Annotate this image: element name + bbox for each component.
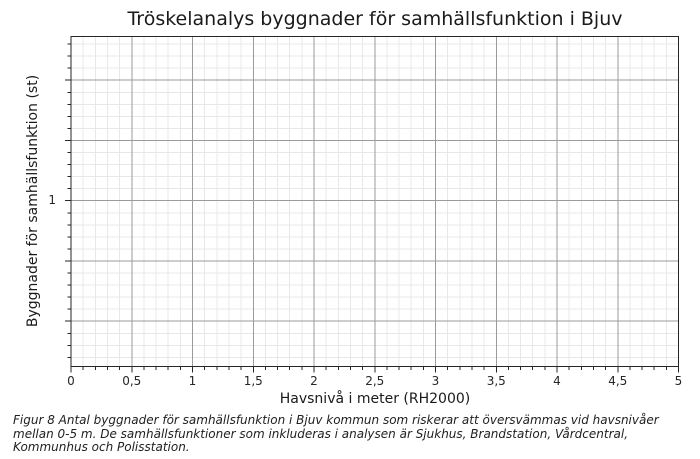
- x-tick-label: 1,5: [243, 374, 263, 388]
- x-tick-label: 4: [553, 374, 561, 388]
- x-tick-label: 2: [310, 374, 318, 388]
- axis-ticks: [65, 43, 679, 373]
- x-tick-label: 0: [67, 374, 75, 388]
- x-tick-label: 2,5: [365, 374, 385, 388]
- x-tick-label: 3: [431, 374, 440, 388]
- figure-caption: Figur 8 Antal byggnader för samhällsfunk…: [13, 413, 673, 455]
- x-tick-label: 5: [674, 374, 683, 388]
- caption-line: Kommunhus och Polisstation.: [13, 440, 190, 455]
- y-tick-label: 1: [48, 193, 56, 207]
- chart-title: Tröskelanalys byggnader för samhällsfunk…: [127, 8, 623, 30]
- x-axis-label: Havsnivå i meter (RH2000): [279, 391, 471, 407]
- x-tick-label: 3,5: [486, 374, 506, 388]
- caption-line: Figur 8 Antal byggnader för samhällsfunk…: [13, 413, 659, 427]
- x-tick-label: 0,5: [122, 374, 142, 388]
- plot-frame: [70, 36, 679, 367]
- x-tick-label: 4,5: [608, 374, 628, 388]
- x-tick-label: 1: [188, 374, 197, 388]
- major-gridlines: [71, 36, 679, 367]
- caption-line: mellan 0-5 m. De samhällsfunktioner som …: [13, 426, 629, 441]
